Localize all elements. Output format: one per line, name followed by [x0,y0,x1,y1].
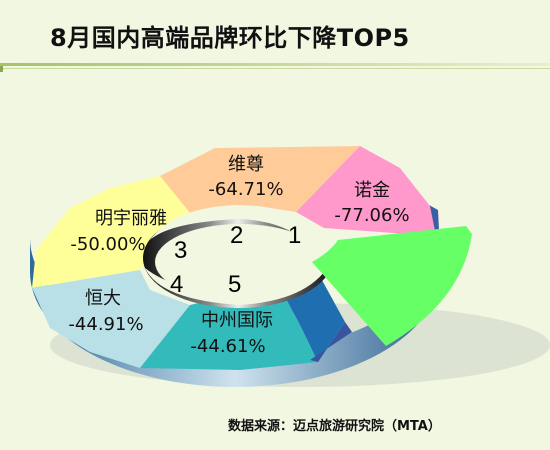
slice-label-nuojin-value: -77.06% [334,205,409,226]
donut-hole-inner [145,205,336,305]
slice-label-nuojin-name: 诺金 [354,180,390,201]
slice-label-weizun-value: -64.71% [208,179,283,200]
slice-label-hengda-value: -44.91% [68,314,143,335]
slice-dark-blue-side [310,322,352,362]
slice-label-zhongzhou-value: -44.61% [190,336,265,357]
chart-title: 8月国内高端品牌环比下降TOP5 [50,24,410,52]
slice-label-mingyu-name: 明宇丽雅 [95,208,167,229]
slice-hengda [32,270,190,368]
slice-label-hengda-name: 恒大 [85,288,121,309]
donut-hole-floor [155,224,325,300]
title-underline [0,63,550,66]
rank-5: 5 [228,271,241,298]
slice-label-weizun-name: 维尊 [228,154,264,175]
slice-mingyu-liya [32,176,190,288]
title-tick-mark [0,66,3,72]
slice-label-zhongzhou-name: 中州国际 [201,310,273,331]
slice-exploded [312,226,472,346]
rank-2: 2 [230,222,243,249]
title-underline-thin [0,68,550,69]
rank-3: 3 [174,237,187,264]
data-source-note: 数据来源：迈点旅游研究院（MTA） [228,419,441,434]
rank-4: 4 [170,271,183,298]
slice-nuojin [296,146,436,236]
slice-zhongzhou [140,284,318,370]
slice-weizun [160,146,360,213]
rank-1: 1 [288,222,301,249]
slice-label-mingyu-value: -50.00% [70,234,145,255]
